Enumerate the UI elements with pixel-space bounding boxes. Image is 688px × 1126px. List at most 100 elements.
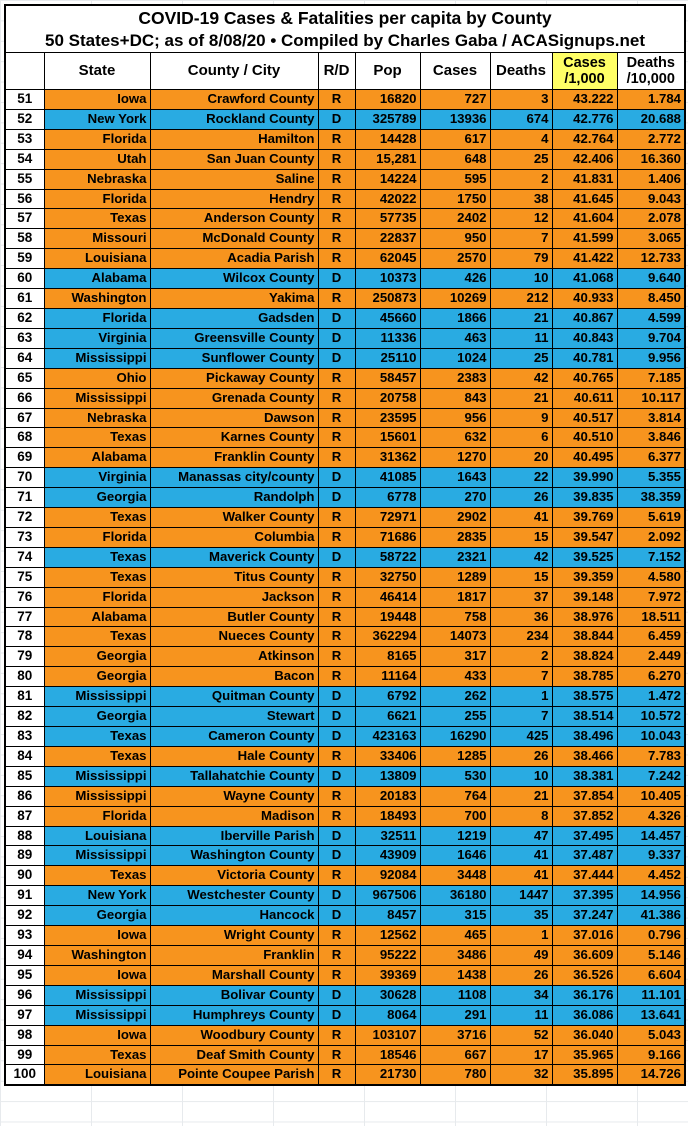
deaths-cell[interactable]: 21 [489, 307, 553, 329]
party-cell[interactable]: D [317, 108, 356, 130]
county-cell[interactable]: Gadsden [149, 307, 319, 329]
party-cell[interactable]: R [317, 964, 356, 986]
county-cell[interactable]: Marshall County [149, 964, 319, 986]
cases-per-1000-cell[interactable]: 38.496 [551, 726, 618, 747]
deaths-cell[interactable]: 10 [489, 765, 553, 787]
cases-per-1000-cell[interactable]: 41.068 [551, 268, 618, 290]
deaths-cell[interactable]: 37 [489, 586, 553, 608]
cases-cell[interactable]: 632 [419, 427, 491, 449]
state-cell[interactable]: Alabama [43, 447, 151, 469]
deaths-cell[interactable]: 25 [489, 347, 553, 369]
cases-cell[interactable]: 291 [419, 1004, 491, 1026]
cases-cell[interactable]: 2402 [419, 208, 491, 230]
party-cell[interactable]: D [317, 467, 356, 489]
deaths-per-10000-cell[interactable]: 2.078 [616, 208, 686, 230]
row-number-cell[interactable]: 100 [4, 1064, 45, 1086]
county-cell[interactable]: Humphreys County [149, 1004, 319, 1026]
row-number-cell[interactable]: 64 [4, 347, 45, 369]
state-cell[interactable]: Mississippi [43, 387, 151, 409]
county-cell[interactable]: Hamilton [149, 128, 319, 150]
cases-per-1000-cell[interactable]: 39.359 [551, 566, 618, 588]
pop-cell[interactable]: 8064 [354, 1004, 421, 1026]
cases-per-1000-cell[interactable]: 38.514 [551, 706, 618, 727]
deaths-cell[interactable]: 21 [489, 785, 553, 807]
party-cell[interactable]: R [317, 865, 356, 887]
cases-per-1000-cell[interactable]: 41.422 [551, 248, 618, 270]
pop-cell[interactable]: 12562 [354, 925, 421, 946]
pop-cell[interactable]: 43909 [354, 845, 421, 867]
county-cell[interactable]: Dawson [149, 407, 319, 429]
deaths-per-10000-cell[interactable]: 7.972 [616, 586, 686, 608]
state-cell[interactable]: Florida [43, 805, 151, 827]
cases-per-1000-cell[interactable]: 36.526 [551, 964, 618, 986]
state-cell[interactable]: Iowa [43, 925, 151, 946]
deaths-cell[interactable]: 1447 [489, 885, 553, 907]
county-cell[interactable]: Yakima [149, 288, 319, 309]
deaths-cell[interactable]: 2 [489, 168, 553, 190]
cases-per-1000-cell[interactable]: 40.517 [551, 407, 618, 429]
party-cell[interactable]: R [317, 288, 356, 309]
state-cell[interactable]: New York [43, 885, 151, 907]
cases-per-1000-cell[interactable]: 42.406 [551, 148, 618, 170]
row-number-cell[interactable]: 59 [4, 248, 45, 270]
party-cell[interactable]: R [317, 427, 356, 449]
county-cell[interactable]: Karnes County [149, 427, 319, 449]
party-cell[interactable]: R [317, 626, 356, 648]
cases-cell[interactable]: 700 [419, 805, 491, 827]
deaths-per-10000-cell[interactable]: 38.359 [616, 487, 686, 509]
party-cell[interactable]: R [317, 745, 356, 767]
pop-cell[interactable]: 33406 [354, 745, 421, 767]
deaths-cell[interactable]: 15 [489, 526, 553, 548]
deaths-cell[interactable]: 11 [489, 327, 553, 349]
county-cell[interactable]: Pointe Coupee Parish [149, 1064, 319, 1086]
deaths-cell[interactable]: 26 [489, 964, 553, 986]
cases-cell[interactable]: 1285 [419, 745, 491, 767]
deaths-cell[interactable]: 7 [489, 228, 553, 250]
pop-cell[interactable]: 25110 [354, 347, 421, 369]
state-cell[interactable]: Georgia [43, 706, 151, 727]
row-number-cell[interactable]: 78 [4, 626, 45, 648]
deaths-per-10000-cell[interactable]: 6.270 [616, 666, 686, 688]
row-number-cell[interactable]: 53 [4, 128, 45, 150]
party-cell[interactable]: D [317, 347, 356, 369]
pop-cell[interactable]: 22837 [354, 228, 421, 250]
state-cell[interactable]: Iowa [43, 1024, 151, 1046]
party-cell[interactable]: R [317, 168, 356, 190]
deaths-cell[interactable]: 3 [489, 89, 553, 110]
state-cell[interactable]: Ohio [43, 367, 151, 389]
deaths-cell[interactable]: 35 [489, 905, 553, 927]
deaths-per-10000-cell[interactable]: 5.355 [616, 467, 686, 489]
row-number-cell[interactable]: 72 [4, 507, 45, 528]
party-cell[interactable]: R [317, 89, 356, 110]
row-number-cell[interactable]: 63 [4, 327, 45, 349]
cases-cell[interactable]: 667 [419, 1044, 491, 1066]
cases-per-1000-cell[interactable]: 39.835 [551, 487, 618, 509]
party-cell[interactable]: D [317, 307, 356, 329]
cases-cell[interactable]: 2321 [419, 546, 491, 568]
cases-cell[interactable]: 426 [419, 268, 491, 290]
party-cell[interactable]: R [317, 646, 356, 668]
row-number-cell[interactable]: 70 [4, 467, 45, 489]
party-cell[interactable]: D [317, 984, 356, 1006]
state-cell[interactable]: Iowa [43, 89, 151, 110]
row-number-cell[interactable]: 67 [4, 407, 45, 429]
county-cell[interactable]: Hendry [149, 188, 319, 210]
row-number-cell[interactable]: 88 [4, 825, 45, 847]
deaths-cell[interactable]: 79 [489, 248, 553, 270]
cases-cell[interactable]: 1866 [419, 307, 491, 329]
pop-cell[interactable]: 13809 [354, 765, 421, 787]
state-cell[interactable]: Virginia [43, 327, 151, 349]
cases-per-1000-cell[interactable]: 39.525 [551, 546, 618, 568]
pop-cell[interactable]: 6778 [354, 487, 421, 509]
pop-cell[interactable]: 32511 [354, 825, 421, 847]
row-number-cell[interactable]: 71 [4, 487, 45, 509]
row-number-cell[interactable]: 84 [4, 745, 45, 767]
cases-cell[interactable]: 1270 [419, 447, 491, 469]
pop-cell[interactable]: 15601 [354, 427, 421, 449]
cases-per-1000-cell[interactable]: 39.990 [551, 467, 618, 489]
cases-per-1000-cell[interactable]: 38.976 [551, 606, 618, 628]
deaths-cell[interactable]: 15 [489, 566, 553, 588]
row-number-cell[interactable]: 90 [4, 865, 45, 887]
row-number-cell[interactable]: 55 [4, 168, 45, 190]
county-cell[interactable]: Randolph [149, 487, 319, 509]
